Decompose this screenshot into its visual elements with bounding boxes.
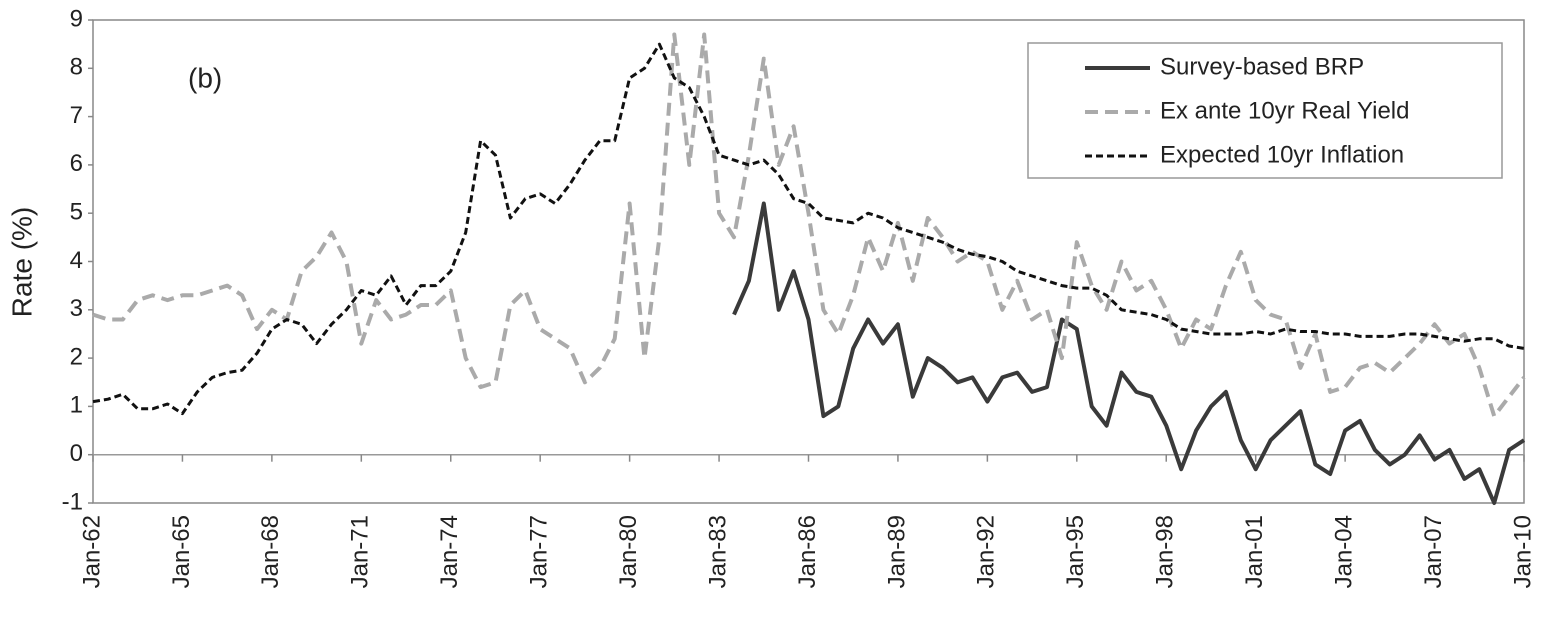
x-tick-label: Jan-07 bbox=[1420, 515, 1447, 588]
x-tick-label: Jan-89 bbox=[883, 515, 910, 588]
legend-label: Ex ante 10yr Real Yield bbox=[1160, 97, 1409, 124]
series-line bbox=[732, 201, 1526, 505]
x-tick-label: Jan-83 bbox=[704, 515, 731, 588]
legend-label: Survey-based BRP bbox=[1160, 53, 1364, 80]
x-tick-label: Jan-04 bbox=[1330, 515, 1357, 588]
x-tick-label: Jan-95 bbox=[1062, 515, 1089, 588]
legend-label: Expected 10yr Inflation bbox=[1160, 141, 1404, 168]
x-tick-label: Jan-92 bbox=[973, 515, 1000, 588]
series-line bbox=[92, 42, 1525, 416]
series-line bbox=[92, 32, 1526, 419]
x-tick-label: Jan-74 bbox=[436, 515, 463, 588]
x-tick-label: Jan-77 bbox=[526, 515, 553, 588]
y-tick-label: 1 bbox=[70, 392, 83, 419]
y-tick-label: 8 bbox=[70, 54, 83, 81]
x-tick-label: Jan-10 bbox=[1509, 515, 1536, 588]
x-tick-label: Jan-01 bbox=[1241, 515, 1268, 588]
y-tick-label: 5 bbox=[70, 199, 83, 226]
x-tick-label: Jan-62 bbox=[78, 515, 105, 588]
y-tick-label: -1 bbox=[62, 488, 83, 515]
x-tick-label: Jan-68 bbox=[257, 515, 284, 588]
y-tick-label: 7 bbox=[70, 102, 83, 129]
x-tick-label: Jan-71 bbox=[347, 515, 374, 588]
annotation: (b) bbox=[188, 62, 222, 93]
y-tick-label: 0 bbox=[70, 440, 83, 467]
y-axis-label: Rate (%) bbox=[6, 207, 37, 317]
x-tick-label: Jan-80 bbox=[615, 515, 642, 588]
y-tick-label: 9 bbox=[70, 5, 83, 32]
x-tick-label: Jan-65 bbox=[168, 515, 195, 588]
y-tick-label: 4 bbox=[70, 247, 83, 274]
x-tick-label: Jan-86 bbox=[794, 515, 821, 588]
y-tick-label: 3 bbox=[70, 295, 83, 322]
y-tick-label: 2 bbox=[70, 343, 83, 370]
x-tick-label: Jan-98 bbox=[1152, 515, 1179, 588]
y-tick-label: 6 bbox=[70, 150, 83, 177]
